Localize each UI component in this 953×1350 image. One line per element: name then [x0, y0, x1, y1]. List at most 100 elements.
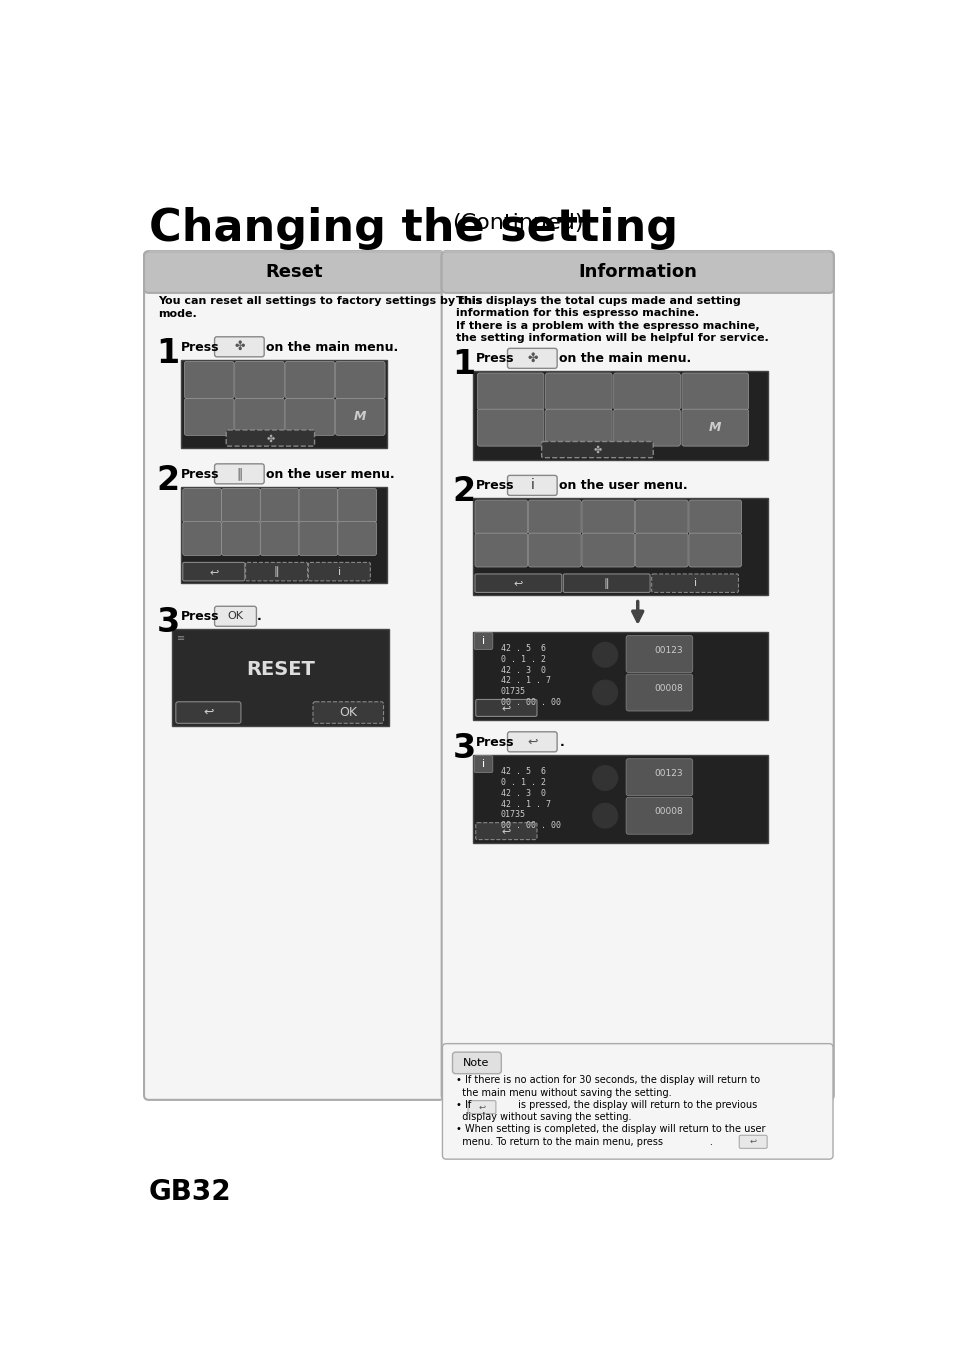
FancyBboxPatch shape: [441, 251, 833, 293]
FancyBboxPatch shape: [625, 674, 692, 711]
Text: i: i: [530, 478, 534, 493]
Text: M: M: [708, 421, 720, 435]
Text: This displays the total cups made and setting: This displays the total cups made and se…: [456, 296, 740, 306]
FancyBboxPatch shape: [183, 489, 221, 522]
FancyBboxPatch shape: [545, 409, 612, 446]
FancyBboxPatch shape: [298, 489, 337, 522]
Text: Press: Press: [476, 352, 514, 366]
Text: on the main menu.: on the main menu.: [266, 340, 398, 354]
Text: 2: 2: [452, 475, 476, 509]
Bar: [181, 487, 386, 583]
Text: 1: 1: [156, 336, 179, 370]
FancyBboxPatch shape: [681, 409, 748, 446]
Text: Press: Press: [476, 479, 514, 493]
Text: ✤: ✤: [526, 352, 537, 365]
FancyBboxPatch shape: [285, 362, 335, 398]
Text: If there is a problem with the espresso machine,: If there is a problem with the espresso …: [456, 320, 759, 331]
FancyBboxPatch shape: [651, 574, 738, 593]
Text: the setting information will be helpful for service.: the setting information will be helpful …: [456, 333, 767, 343]
FancyBboxPatch shape: [234, 362, 284, 398]
Bar: [473, 755, 767, 844]
Bar: [181, 360, 386, 448]
Text: RESET: RESET: [246, 660, 314, 679]
Text: • When setting is completed, the display will return to the user: • When setting is completed, the display…: [456, 1125, 764, 1134]
FancyBboxPatch shape: [335, 362, 385, 398]
Text: 42 . 3  0: 42 . 3 0: [500, 788, 545, 798]
Text: Information: Information: [578, 263, 697, 281]
FancyBboxPatch shape: [214, 336, 264, 356]
Text: on the main menu.: on the main menu.: [558, 352, 691, 366]
FancyBboxPatch shape: [688, 500, 740, 533]
FancyBboxPatch shape: [476, 699, 537, 717]
FancyBboxPatch shape: [313, 702, 383, 724]
FancyBboxPatch shape: [221, 521, 260, 555]
Text: ↩: ↩: [500, 703, 510, 713]
FancyBboxPatch shape: [476, 822, 537, 840]
Text: 00008: 00008: [653, 807, 682, 817]
Text: ↩: ↩: [513, 578, 522, 589]
FancyBboxPatch shape: [581, 500, 634, 533]
Text: ↩: ↩: [209, 567, 218, 576]
Bar: [473, 371, 767, 460]
Text: ∥: ∥: [274, 566, 279, 576]
Text: ✤: ✤: [593, 446, 600, 455]
Bar: [473, 498, 767, 595]
Text: You can reset all settings to factory settings by this
mode.: You can reset all settings to factory se…: [158, 296, 482, 319]
Text: i: i: [481, 759, 484, 769]
FancyBboxPatch shape: [475, 500, 527, 533]
Bar: [473, 632, 767, 721]
FancyBboxPatch shape: [337, 521, 376, 555]
Text: i: i: [481, 636, 484, 645]
Text: .: .: [257, 610, 262, 624]
Text: ≡: ≡: [176, 633, 185, 643]
FancyBboxPatch shape: [613, 373, 679, 410]
FancyBboxPatch shape: [635, 500, 687, 533]
Bar: [172, 629, 389, 726]
FancyBboxPatch shape: [226, 429, 314, 446]
Text: .: .: [558, 736, 563, 749]
Text: • If there is no action for 30 seconds, the display will return to: • If there is no action for 30 seconds, …: [456, 1075, 759, 1085]
Text: menu. To return to the main menu, press               .: menu. To return to the main menu, press …: [456, 1137, 712, 1146]
FancyBboxPatch shape: [581, 533, 634, 567]
Circle shape: [592, 643, 617, 667]
FancyBboxPatch shape: [144, 251, 443, 293]
FancyBboxPatch shape: [335, 398, 385, 435]
FancyBboxPatch shape: [221, 489, 260, 522]
Text: on the user menu.: on the user menu.: [266, 467, 395, 481]
Text: Press: Press: [181, 467, 219, 481]
Text: Press: Press: [181, 610, 219, 624]
FancyBboxPatch shape: [739, 1135, 766, 1149]
Text: ✤: ✤: [233, 340, 244, 354]
Text: ∥: ∥: [236, 467, 242, 481]
FancyBboxPatch shape: [475, 574, 561, 593]
Text: 01735: 01735: [500, 810, 525, 819]
Text: 00123: 00123: [654, 768, 682, 778]
Text: i: i: [693, 578, 696, 589]
Text: 01735: 01735: [500, 687, 525, 697]
Text: 1: 1: [452, 348, 476, 381]
Text: ∥: ∥: [603, 578, 609, 589]
Text: ↩: ↩: [526, 736, 537, 748]
Text: information for this espresso machine.: information for this espresso machine.: [456, 308, 698, 319]
Text: (Continued): (Continued): [452, 213, 583, 232]
Text: GB32: GB32: [149, 1179, 231, 1207]
Text: ↩: ↩: [749, 1137, 756, 1146]
Text: Changing the setting: Changing the setting: [149, 207, 678, 250]
FancyBboxPatch shape: [452, 1052, 500, 1073]
Text: Reset: Reset: [265, 263, 322, 281]
FancyBboxPatch shape: [175, 702, 241, 724]
FancyBboxPatch shape: [260, 521, 298, 555]
FancyBboxPatch shape: [214, 606, 256, 626]
Text: OK: OK: [339, 706, 357, 720]
Text: 00123: 00123: [654, 645, 682, 655]
Circle shape: [592, 680, 617, 705]
Text: ↩: ↩: [203, 706, 213, 720]
FancyBboxPatch shape: [184, 362, 233, 398]
Text: OK: OK: [227, 612, 243, 621]
FancyBboxPatch shape: [613, 409, 679, 446]
Bar: [451, 261, 823, 284]
Bar: [153, 261, 435, 284]
Text: ↩: ↩: [478, 1103, 485, 1111]
FancyBboxPatch shape: [625, 759, 692, 795]
FancyBboxPatch shape: [183, 563, 245, 580]
